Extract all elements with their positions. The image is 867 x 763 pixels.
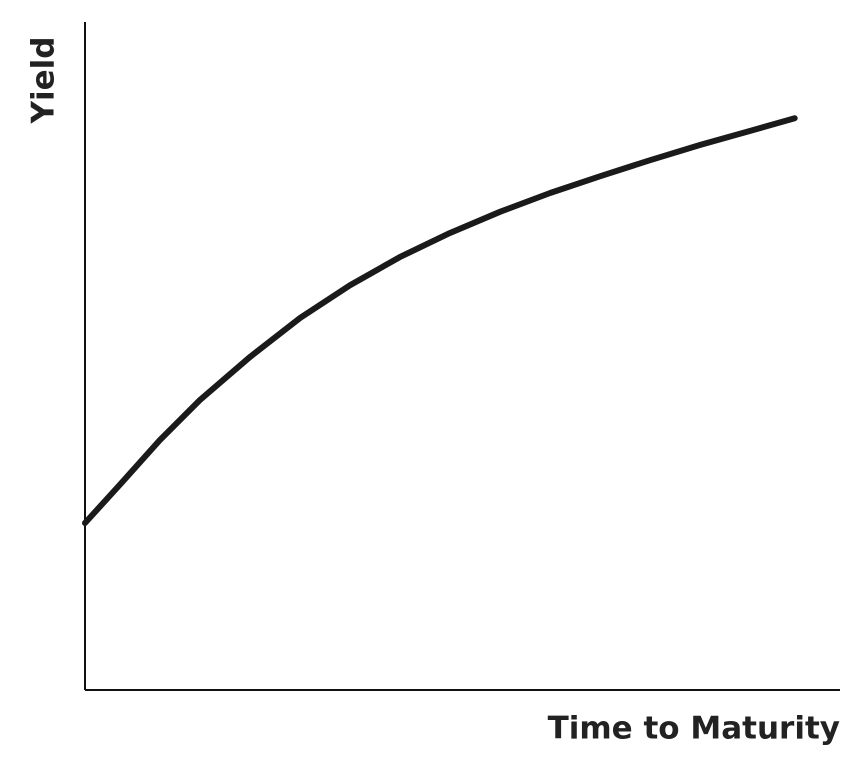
x-axis-label: Time to Maturity [548,711,840,747]
yield-curve [82,115,798,526]
y-axis-label: Yield [26,37,62,125]
